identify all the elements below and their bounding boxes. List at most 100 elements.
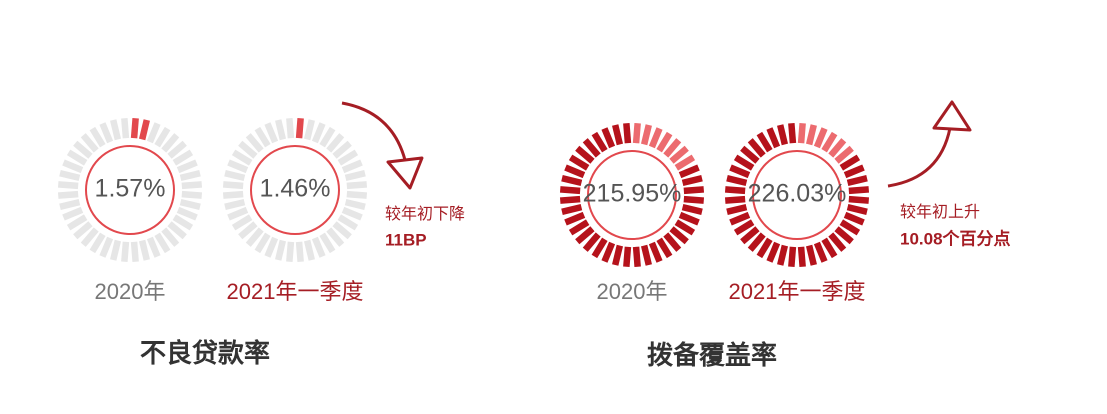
ring-tick bbox=[846, 175, 868, 187]
ring-tick bbox=[238, 140, 258, 159]
down-arrow-head bbox=[386, 156, 424, 190]
ring-tick bbox=[89, 232, 106, 254]
ring-tick bbox=[582, 232, 601, 252]
ring-tick bbox=[227, 159, 249, 174]
ring-tick bbox=[756, 131, 773, 153]
ring-tick bbox=[311, 236, 326, 258]
ring-tick bbox=[138, 239, 150, 261]
ring-tick bbox=[805, 244, 817, 266]
gauge-value: 226.03% bbox=[748, 180, 847, 208]
ring-tick bbox=[747, 138, 766, 158]
ring-tick bbox=[632, 246, 641, 268]
ring-tick bbox=[176, 159, 198, 174]
ring-tick bbox=[179, 198, 201, 210]
up-arrow bbox=[887, 127, 952, 188]
gauge-value: 215.95% bbox=[583, 180, 682, 208]
period-label: 2020年 bbox=[597, 279, 668, 304]
ring-tick bbox=[146, 122, 161, 144]
gauge-value: 1.46% bbox=[260, 175, 331, 203]
ring-tick bbox=[797, 122, 806, 144]
ring-tick bbox=[663, 138, 682, 158]
ring-tick bbox=[337, 214, 359, 231]
ring-tick bbox=[295, 117, 304, 139]
ring-tick bbox=[66, 214, 88, 231]
ring-tick bbox=[172, 214, 194, 231]
ring-tick bbox=[733, 219, 755, 236]
ring-tick bbox=[181, 190, 203, 199]
ring-tick bbox=[161, 227, 180, 247]
ring-tick bbox=[110, 119, 122, 141]
ring-tick bbox=[167, 140, 187, 159]
ring-tick bbox=[640, 244, 652, 266]
ring-tick bbox=[623, 246, 632, 268]
gauge-rings bbox=[57, 117, 870, 268]
panel-title: 不良贷款率 bbox=[140, 338, 270, 368]
ring-tick bbox=[601, 127, 616, 149]
ring-tick bbox=[121, 117, 130, 139]
ring-tick bbox=[57, 190, 79, 199]
ring-tick bbox=[227, 206, 249, 221]
change-text: 较年初上升 bbox=[900, 203, 980, 221]
ring-tick bbox=[561, 175, 583, 187]
ring-tick bbox=[797, 246, 806, 268]
ring-tick bbox=[766, 127, 781, 149]
ring-tick bbox=[59, 170, 81, 182]
ring-tick bbox=[834, 226, 854, 245]
ring-tick bbox=[656, 131, 673, 153]
gauge-inner-circle bbox=[250, 145, 340, 235]
ring-tick bbox=[564, 211, 586, 226]
ring-tick bbox=[601, 241, 616, 263]
ring-tick bbox=[99, 236, 114, 258]
ring-tick bbox=[612, 244, 624, 266]
ring-tick bbox=[332, 140, 352, 159]
gauge-inner-circle bbox=[752, 150, 842, 240]
ring-tick bbox=[568, 219, 590, 236]
panel-title: 拨备覆盖率 bbox=[647, 340, 777, 370]
ring-tick bbox=[623, 122, 632, 144]
ring-tick bbox=[254, 126, 271, 148]
ring-tick bbox=[286, 241, 295, 263]
gauge-value: 1.57% bbox=[95, 175, 166, 203]
ring-tick bbox=[179, 170, 201, 182]
ring-tick bbox=[238, 221, 258, 240]
ring-tick bbox=[591, 237, 608, 259]
ring-tick bbox=[839, 154, 861, 171]
ring-tick bbox=[828, 138, 847, 158]
ring-tick bbox=[559, 186, 581, 195]
ring-tick bbox=[821, 131, 838, 153]
ring-tick bbox=[777, 124, 789, 146]
ring-tick bbox=[181, 181, 203, 190]
ring-tick bbox=[295, 241, 304, 263]
ring-tick bbox=[674, 219, 696, 236]
ring-tick bbox=[130, 241, 139, 263]
ring-tick bbox=[834, 145, 854, 164]
ring-tick bbox=[591, 131, 608, 153]
ring-tick bbox=[73, 140, 93, 159]
ring-tick bbox=[224, 198, 246, 210]
change-text: 较年初下降 bbox=[385, 205, 465, 223]
ring-tick bbox=[648, 127, 663, 149]
gauge-inner-circle bbox=[587, 150, 677, 240]
ring-tick bbox=[231, 214, 253, 231]
ring-tick bbox=[843, 211, 865, 226]
ring-tick bbox=[828, 232, 847, 252]
ring-tick bbox=[669, 226, 689, 245]
ring-tick bbox=[344, 170, 366, 182]
ring-tick bbox=[346, 190, 368, 199]
ring-tick bbox=[146, 236, 161, 258]
ring-tick bbox=[319, 232, 336, 254]
ring-tick bbox=[59, 198, 81, 210]
ring-tick bbox=[254, 232, 271, 254]
ring-tick bbox=[73, 221, 93, 240]
ring-tick bbox=[575, 145, 595, 164]
ring-tick bbox=[341, 159, 363, 174]
ring-tick bbox=[326, 133, 345, 153]
ring-tick bbox=[813, 127, 828, 149]
ring-tick bbox=[161, 133, 180, 153]
ring-tick bbox=[222, 181, 244, 190]
period-label: 2021年一季度 bbox=[729, 279, 866, 304]
ring-tick bbox=[678, 164, 700, 179]
ring-tick bbox=[683, 195, 705, 204]
ring-tick bbox=[62, 206, 84, 221]
